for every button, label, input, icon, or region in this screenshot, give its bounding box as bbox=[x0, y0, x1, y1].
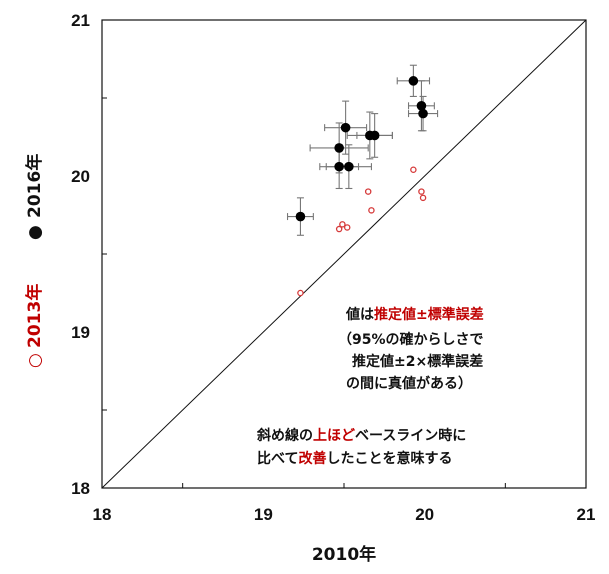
point-2016 bbox=[418, 109, 428, 119]
point-2016 bbox=[334, 143, 344, 153]
y-minor-ticks bbox=[102, 98, 107, 410]
series-2013 bbox=[298, 167, 426, 295]
y-axis-title-2016: 2016年 bbox=[24, 154, 45, 218]
annotation-line6-c: したことを意味する bbox=[326, 450, 452, 467]
y-tick-label: 18 bbox=[71, 479, 90, 498]
point-2016 bbox=[334, 162, 344, 172]
x-minor-ticks bbox=[183, 483, 506, 488]
annotation-line1-a: 値は bbox=[345, 306, 374, 323]
y-tick-labels: 18 19 20 21 bbox=[71, 11, 90, 498]
point-2013 bbox=[345, 225, 350, 230]
svg-text:斜め線の上ほどベースライン時に: 斜め線の上ほどベースライン時に bbox=[256, 427, 466, 444]
point-2013 bbox=[340, 222, 345, 227]
annotation-error-note: 値は推定値±標準誤差 （95%の確からしさで 推定値±2×標準誤差 の間に真値が… bbox=[338, 306, 484, 392]
point-2013 bbox=[420, 195, 425, 200]
y-tick-label: 20 bbox=[71, 167, 90, 186]
y-tick-label: 19 bbox=[71, 323, 90, 342]
point-2013 bbox=[419, 189, 424, 194]
y-axis-title: ○ 2013年 ● 2016年 bbox=[24, 154, 45, 368]
annotation-line6-b: 改善 bbox=[298, 450, 326, 467]
reference-diagonal-line bbox=[102, 20, 586, 488]
point-2016 bbox=[341, 123, 351, 133]
annotation-line4: の間に真値がある） bbox=[346, 375, 472, 392]
point-2016 bbox=[296, 212, 306, 222]
y-tick-label: 21 bbox=[71, 11, 90, 30]
annotation-line6-a: 比べて bbox=[257, 450, 298, 467]
svg-text:値は推定値±標準誤差: 値は推定値±標準誤差 bbox=[345, 306, 484, 323]
svg-text:比べて改善したことを意味する: 比べて改善したことを意味する bbox=[257, 450, 452, 467]
y-axis-title-2016-marker: ● bbox=[25, 225, 45, 240]
x-tick-label: 21 bbox=[577, 505, 596, 524]
annotation-line5-a: 斜め線の bbox=[256, 427, 313, 444]
point-2016 bbox=[409, 76, 419, 86]
annotation-line2: （95%の確からしさで bbox=[338, 331, 484, 348]
point-2016 bbox=[344, 162, 354, 172]
point-2013 bbox=[298, 290, 303, 295]
x-tick-label: 18 bbox=[93, 505, 112, 524]
x-axis-title: 2010年 bbox=[312, 544, 376, 565]
point-2013 bbox=[411, 167, 416, 172]
point-2013 bbox=[369, 208, 374, 213]
annotation-line5-c: ベースライン時に bbox=[355, 427, 466, 444]
annotation-line1-b: 推定値±標準誤差 bbox=[374, 306, 484, 323]
x-tick-label: 19 bbox=[254, 505, 273, 524]
point-2016 bbox=[370, 131, 380, 141]
annotation-line5-b: 上ほど bbox=[313, 428, 355, 444]
annotation-diagonal-note: 斜め線の上ほどベースライン時に 比べて改善したことを意味する bbox=[256, 427, 466, 467]
x-tick-labels: 18 19 20 21 bbox=[93, 505, 596, 524]
x-tick-label: 20 bbox=[415, 505, 434, 524]
point-2013 bbox=[366, 189, 371, 194]
series-2016 bbox=[288, 65, 438, 235]
y-axis-title-2013-marker: ○ bbox=[25, 353, 45, 368]
y-axis-title-2013: 2013年 bbox=[24, 284, 45, 348]
annotation-line3: 推定値±2×標準誤差 bbox=[352, 353, 483, 370]
